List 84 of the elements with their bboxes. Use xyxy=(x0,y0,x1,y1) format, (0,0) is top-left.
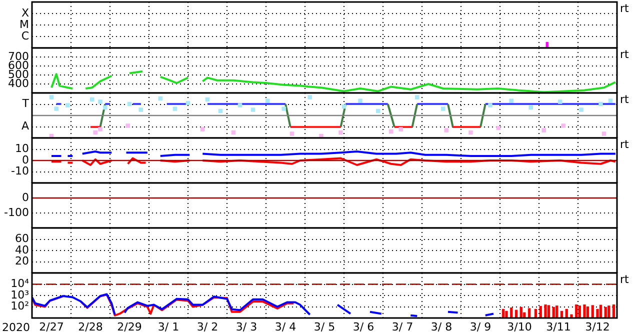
point xyxy=(200,127,205,132)
x-tick-label: 3/11 xyxy=(546,320,571,334)
x-tick-label: 2/28 xyxy=(78,320,103,334)
x-axis-title: 2020 xyxy=(2,321,30,334)
point xyxy=(308,95,312,100)
x-tick-label: 3/ 9 xyxy=(470,320,492,334)
point xyxy=(488,103,492,108)
point xyxy=(558,100,562,104)
category-label: A xyxy=(21,120,29,133)
text: rt xyxy=(620,273,630,286)
point xyxy=(231,130,236,135)
text: rt xyxy=(620,93,630,106)
category-label: M xyxy=(20,18,29,31)
point xyxy=(54,106,59,111)
y-tick-label: -10 xyxy=(11,164,29,178)
point xyxy=(528,105,534,110)
y-tick-label: 10² xyxy=(10,300,29,313)
point xyxy=(282,106,286,111)
point xyxy=(338,130,343,135)
point xyxy=(496,126,501,130)
point xyxy=(90,97,94,102)
y-tick-label: 10³ xyxy=(10,288,29,302)
point xyxy=(376,108,380,114)
point xyxy=(579,108,584,112)
point xyxy=(126,124,130,128)
point xyxy=(509,98,514,103)
y-tick-label: 0 xyxy=(22,190,29,204)
point xyxy=(542,128,546,132)
y-tick-label: 10 xyxy=(15,142,29,156)
point xyxy=(98,127,102,132)
x-tick-label: 2/29 xyxy=(117,320,142,334)
text: rt xyxy=(620,138,630,151)
y-tick-label: 40 xyxy=(15,243,29,256)
text: rt xyxy=(620,48,630,61)
point xyxy=(468,130,473,135)
x-tick-label: 3/ 1 xyxy=(158,320,180,334)
point xyxy=(158,96,163,101)
point xyxy=(440,106,446,111)
x-tick-label: 3/ 3 xyxy=(236,320,258,334)
point xyxy=(319,134,324,138)
point xyxy=(172,106,178,111)
text: rt xyxy=(620,2,630,15)
x-tick-label: 3/12 xyxy=(585,320,610,334)
category-label: C xyxy=(21,29,29,42)
x-tick-label: 3/10 xyxy=(507,320,532,334)
x-tick-label: 3/ 8 xyxy=(430,320,452,334)
x-tick-label: 2/27 xyxy=(39,320,64,334)
point xyxy=(602,132,606,136)
x-tick-label: 3/ 4 xyxy=(274,320,296,334)
y-tick-label: 60 xyxy=(15,232,29,246)
point xyxy=(561,124,566,128)
y-tick-label: -100 xyxy=(4,206,29,219)
point xyxy=(398,127,404,132)
point xyxy=(250,108,256,112)
point xyxy=(444,128,449,132)
point xyxy=(414,95,420,100)
point xyxy=(93,130,98,135)
point xyxy=(138,108,144,112)
point xyxy=(98,100,102,104)
x-tick-label: 3/ 5 xyxy=(314,320,336,334)
point xyxy=(102,105,108,110)
y-tick-label: 20 xyxy=(15,254,29,268)
point xyxy=(186,100,190,106)
category-label: X xyxy=(21,6,29,20)
point xyxy=(238,103,242,108)
x-tick-label: 3/ 7 xyxy=(392,320,414,334)
x-tick-label: 3/ 2 xyxy=(196,320,218,334)
point xyxy=(49,95,54,100)
point xyxy=(388,129,394,134)
point xyxy=(127,102,132,106)
point xyxy=(290,132,294,136)
point xyxy=(608,98,613,103)
point xyxy=(49,134,54,138)
y-tick-label: 10⁴ xyxy=(10,277,30,290)
point xyxy=(205,97,210,102)
point xyxy=(598,102,603,106)
y-tick-label: 0 xyxy=(22,153,29,166)
point xyxy=(342,104,346,109)
point xyxy=(66,103,70,108)
category-label: T xyxy=(22,97,29,110)
point xyxy=(218,108,223,114)
point xyxy=(358,98,362,103)
x-tick-label: 3/ 6 xyxy=(352,320,374,334)
point xyxy=(265,98,270,103)
